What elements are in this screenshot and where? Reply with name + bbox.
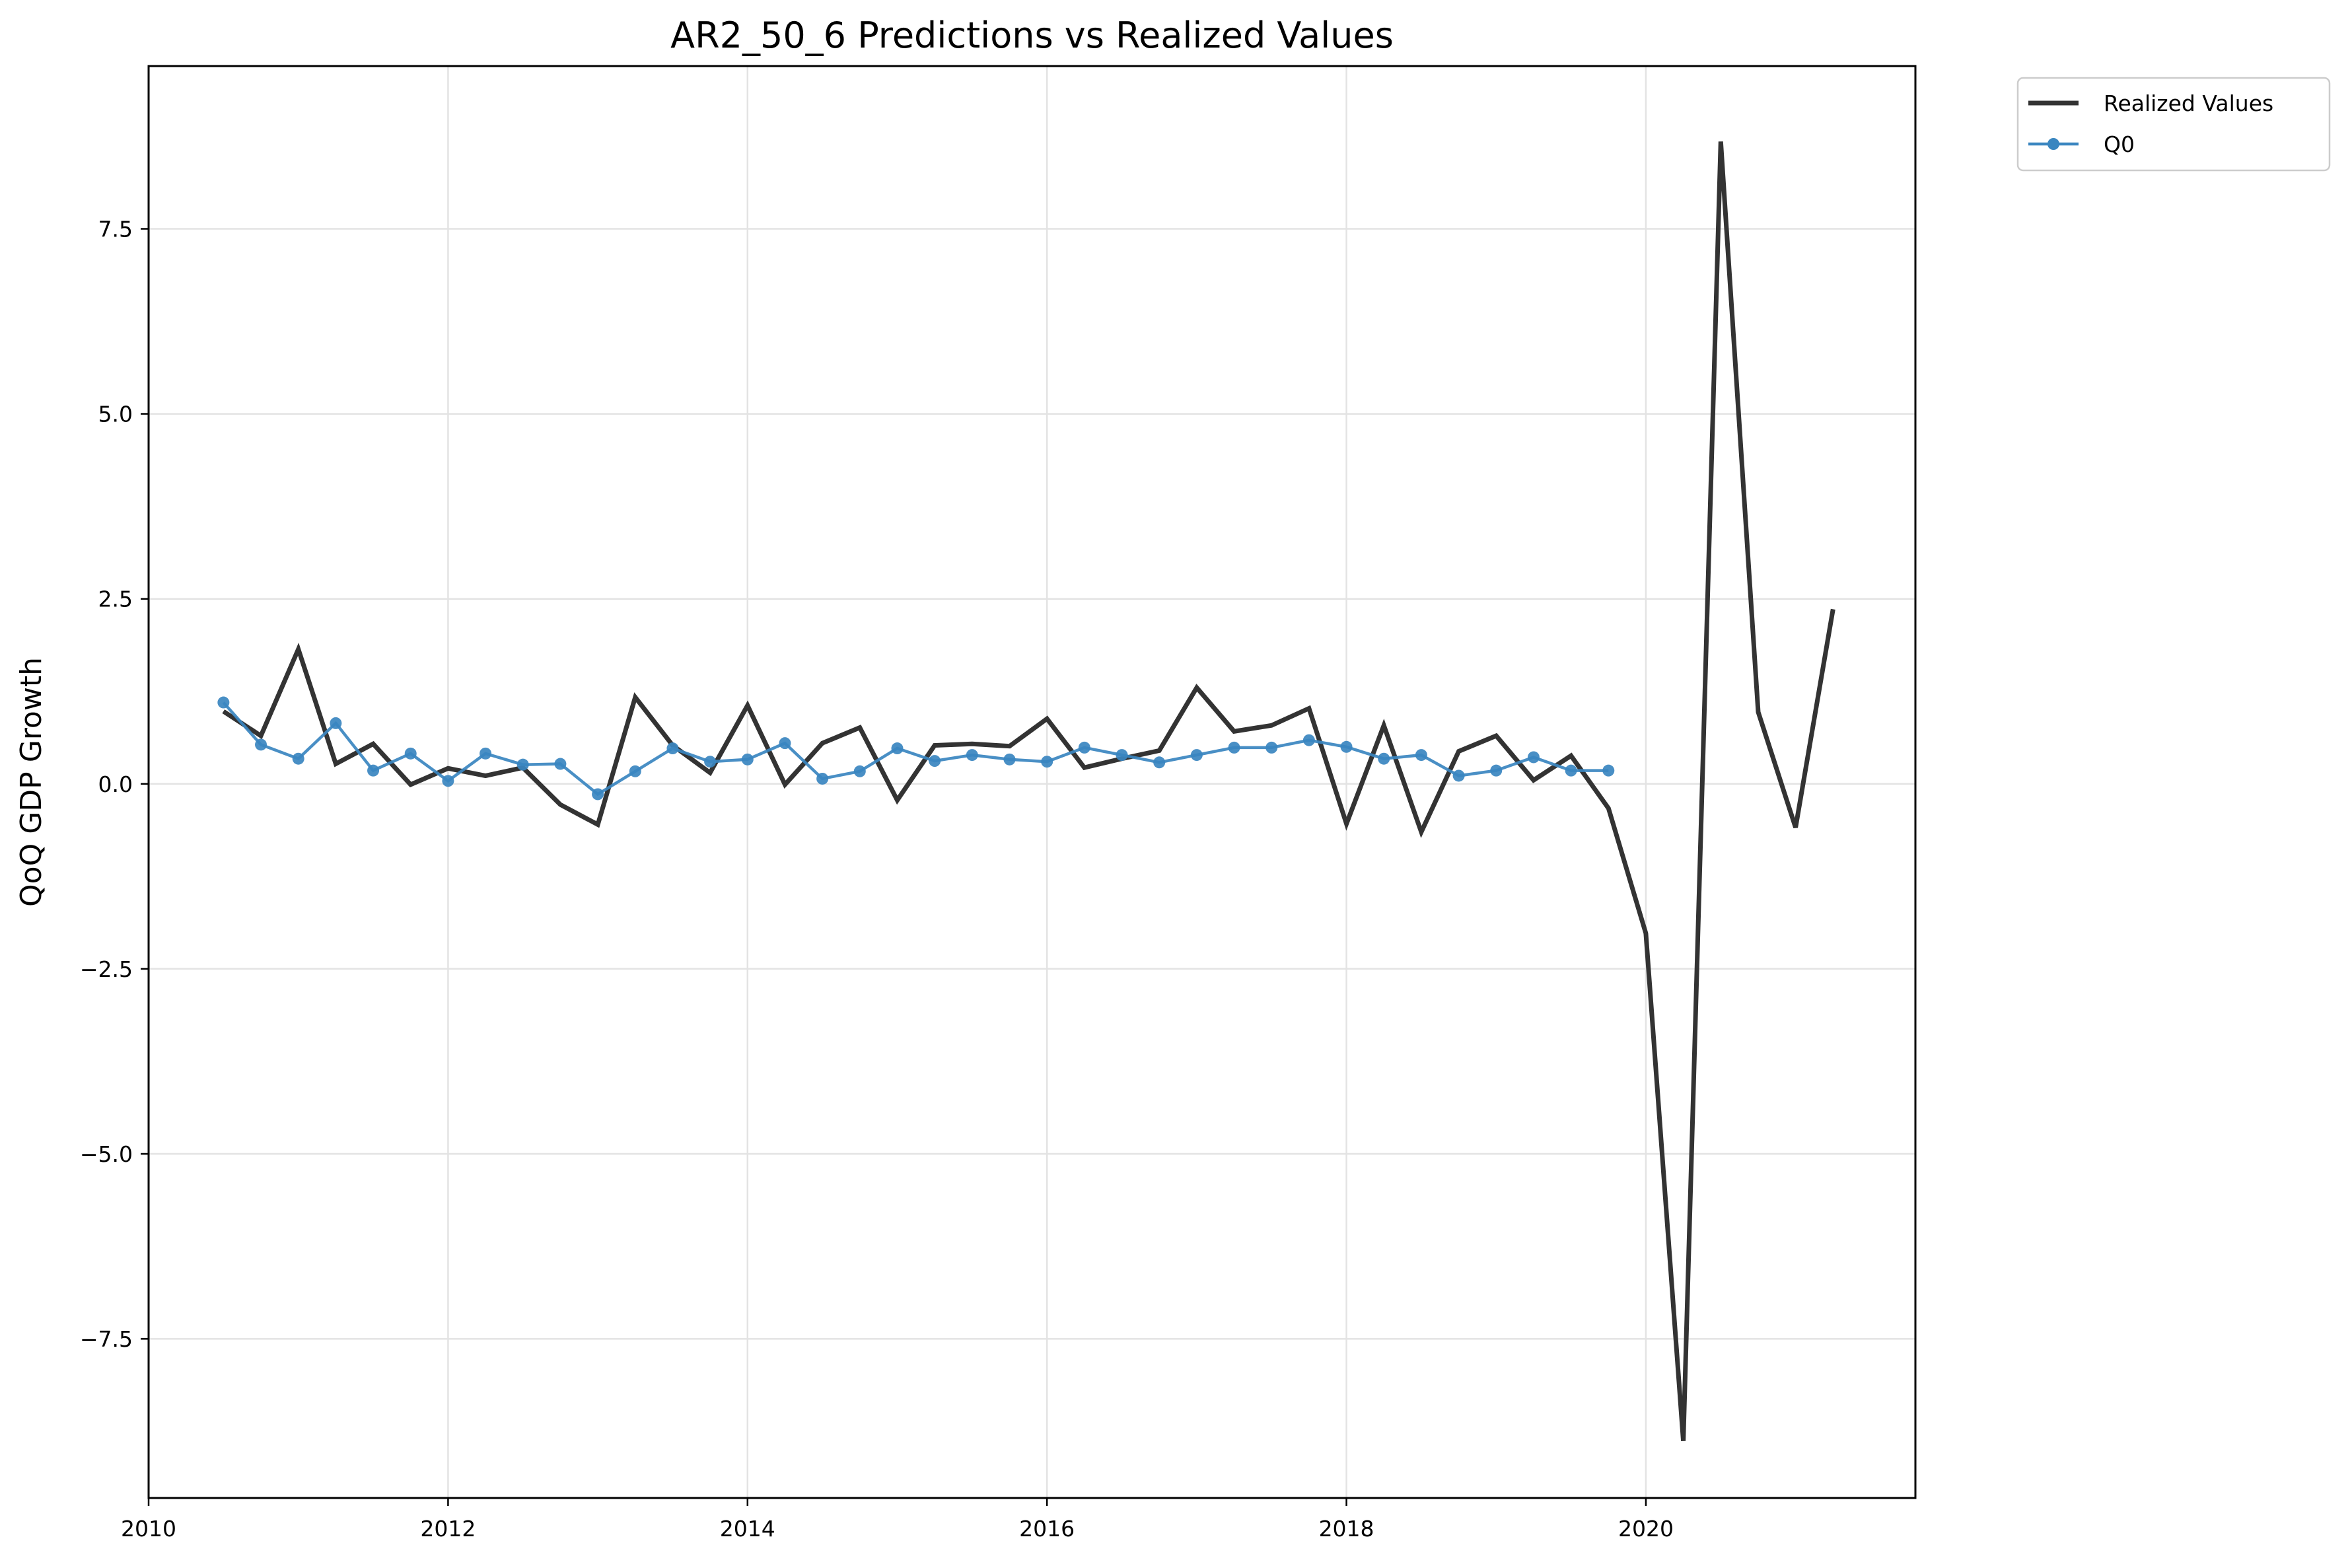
data-point-q0	[929, 755, 941, 767]
data-point-q0	[404, 747, 417, 760]
data-point-q0	[1228, 741, 1240, 754]
y-tick-label: 0.0	[98, 771, 133, 797]
data-point-q0	[1565, 764, 1577, 777]
data-point-q0	[629, 765, 641, 777]
data-point-q0	[1527, 751, 1540, 764]
data-point-q0	[554, 758, 567, 770]
data-point-q0	[217, 696, 230, 709]
data-point-q0	[292, 752, 304, 765]
data-point-q0	[592, 788, 604, 801]
x-tick-label: 2016	[1019, 1516, 1075, 1542]
legend-swatch-marker	[2047, 138, 2059, 150]
x-tick-label: 2012	[420, 1516, 476, 1542]
y-tick-label: −5.0	[80, 1141, 133, 1167]
data-point-q0	[816, 772, 829, 785]
series-line-q0	[222, 701, 1609, 797]
data-point-q0	[516, 758, 529, 771]
legend: Realized Values Q0	[2016, 77, 2331, 172]
data-point-q0	[1003, 753, 1016, 766]
data-point-q0	[779, 737, 791, 750]
data-point-q0	[1265, 741, 1278, 754]
data-point-q0	[666, 742, 679, 755]
data-point-q0	[1602, 764, 1615, 777]
data-point-q0	[966, 749, 978, 762]
y-tick-label: 2.5	[98, 587, 133, 612]
data-point-q0	[1452, 769, 1465, 782]
x-tick-label: 2020	[1618, 1516, 1674, 1542]
legend-box	[2016, 77, 2331, 172]
data-point-q0	[1041, 756, 1053, 768]
data-point-q0	[1116, 749, 1128, 762]
series-lines	[222, 141, 1835, 1441]
y-tick-label: −2.5	[80, 956, 133, 982]
data-point-q0	[442, 775, 454, 787]
series-markers	[217, 696, 1615, 801]
x-tick-label: 2014	[720, 1516, 775, 1542]
data-point-q0	[1490, 764, 1503, 777]
x-axis-ticks: 2010 2012 2014 2016 2018 2020	[121, 1498, 1674, 1542]
data-point-q0	[1378, 752, 1390, 765]
data-point-q0	[1078, 741, 1090, 754]
data-point-q0	[1190, 749, 1203, 762]
data-point-q0	[1415, 749, 1427, 762]
data-point-q0	[704, 756, 717, 768]
x-tick-label: 2018	[1319, 1516, 1374, 1542]
data-point-q0	[330, 717, 342, 729]
y-axis-ticks: −7.5 −5.0 −2.5 0.0 2.5 5.0 7.5	[80, 216, 149, 1352]
data-point-q0	[1302, 734, 1315, 746]
data-point-q0	[480, 747, 492, 760]
data-point-q0	[1340, 740, 1353, 753]
series-line-realized-values	[222, 141, 1835, 1441]
data-point-q0	[853, 765, 866, 777]
data-point-q0	[367, 764, 380, 777]
x-tick-label: 2010	[121, 1516, 176, 1542]
y-tick-label: −7.5	[80, 1326, 133, 1352]
grid	[147, 66, 1915, 1498]
data-point-q0	[1153, 756, 1166, 769]
plot-frame	[147, 65, 1917, 1499]
legend-label: Realized Values	[2104, 90, 2273, 116]
y-tick-label: 5.0	[98, 402, 133, 427]
data-point-q0	[255, 738, 267, 751]
y-tick-label: 7.5	[98, 216, 133, 242]
data-point-q0	[891, 742, 904, 755]
y-axis-label: QoQ GDP Growth	[15, 657, 48, 907]
legend-label: Q0	[2104, 131, 2135, 157]
chart-title: AR2_50_6 Predictions vs Realized Values	[670, 15, 1394, 56]
data-point-q0	[741, 753, 754, 766]
